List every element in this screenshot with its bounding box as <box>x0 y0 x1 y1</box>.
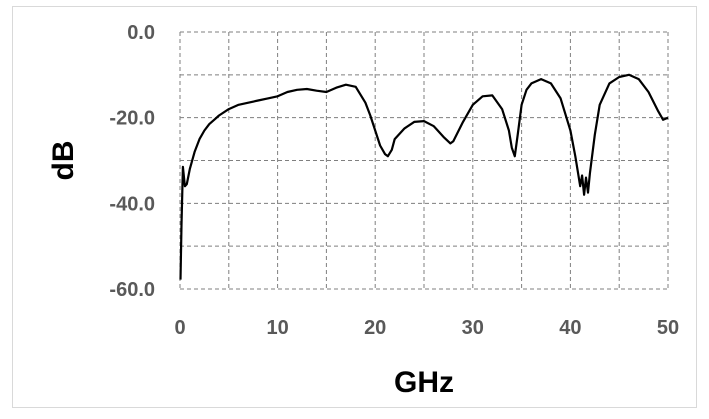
y-tick-label: -20.0 <box>109 108 155 130</box>
y-tick-label: 0.0 <box>127 22 155 44</box>
series-line <box>179 73 669 280</box>
x-tick-label: 0 <box>174 317 185 339</box>
x-tick-label: 40 <box>559 317 581 339</box>
x-tick-label: 20 <box>364 317 386 339</box>
gridlines <box>179 31 669 290</box>
tick-labels: 0 10 20 30 40 50 0.0 -20.0 -40.0 -60.0 <box>109 22 679 339</box>
y-tick-label: -40.0 <box>109 193 155 215</box>
y-axis-title: dB <box>47 141 80 181</box>
x-tick-label: 50 <box>657 317 679 339</box>
chart-frame <box>12 6 697 408</box>
x-axis-title: GHz <box>394 366 454 399</box>
x-tick-label: 30 <box>462 317 484 339</box>
x-tick-label: 10 <box>266 317 288 339</box>
y-tick-label: -60.0 <box>109 279 155 301</box>
